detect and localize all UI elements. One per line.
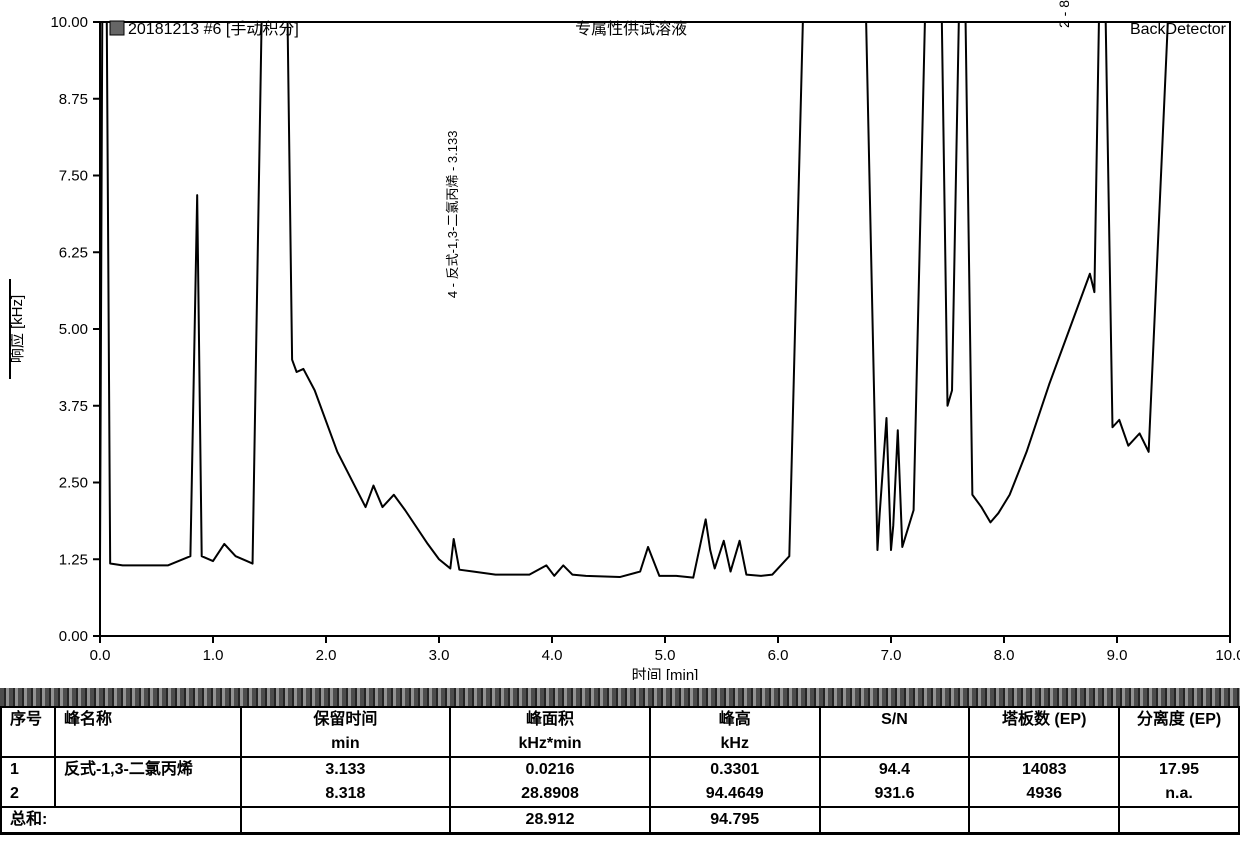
col-header-resol: 分离度 (EP)	[1119, 707, 1239, 732]
col-unit-no	[1, 732, 55, 757]
cell-no: 2	[1, 782, 55, 807]
col-header-plates: 塔板数 (EP)	[969, 707, 1119, 732]
cell-rt: 8.318	[241, 782, 451, 807]
col-header-rt: 保留时间	[241, 707, 451, 732]
total-row: 总和: 28.91294.795	[1, 807, 1239, 834]
cell-sn: 94.4	[820, 757, 970, 782]
col-unit-resol	[1119, 732, 1239, 757]
svg-text:9.0: 9.0	[1107, 647, 1128, 664]
col-unit-sn	[820, 732, 970, 757]
chromatogram-chart: 0.00 1.25 2.50 3.75 5.00 6.25 7.50 8.75 10.00 0.0…	[0, 0, 1240, 680]
svg-text:4 - 反式-1,3-二氯丙烯 - 3.133: 4 - 反式-1,3-二氯丙烯 - 3.133	[445, 131, 460, 299]
svg-text:BackDetector: BackDetector	[1130, 21, 1227, 38]
svg-text:5.0: 5.0	[655, 647, 676, 664]
svg-text:5.00: 5.00	[59, 321, 88, 338]
total-height: 94.795	[650, 807, 820, 834]
col-header-sn: S/N	[820, 707, 970, 732]
cell-resol: 17.95	[1119, 757, 1239, 782]
cell-sn: 931.6	[820, 782, 970, 807]
col-unit-name	[55, 732, 241, 757]
col-unit-area: kHz*min	[450, 732, 650, 757]
svg-text:8.0: 8.0	[994, 647, 1015, 664]
svg-text:7.0: 7.0	[881, 647, 902, 664]
svg-text:1.0: 1.0	[203, 647, 224, 664]
svg-text:10.0: 10.0	[1215, 647, 1240, 664]
col-unit-rt: min	[241, 732, 451, 757]
total-area: 28.912	[450, 807, 650, 834]
chart-svg: 0.00 1.25 2.50 3.75 5.00 6.25 7.50 8.75 10.00 0.0…	[0, 0, 1240, 680]
cell-no: 1	[1, 757, 55, 782]
results-table: 序号峰名称保留时间峰面积峰高S/N塔板数 (EP)分离度 (EP) minkHz*…	[0, 706, 1240, 835]
cell-resol: n.a.	[1119, 782, 1239, 807]
svg-text:3.0: 3.0	[429, 647, 450, 664]
svg-text:7.50: 7.50	[59, 168, 88, 185]
col-header-no: 序号	[1, 707, 55, 732]
svg-text:2.50: 2.50	[59, 475, 88, 492]
cell-plates: 14083	[969, 757, 1119, 782]
svg-text:2 - 8.318: 2 - 8.318	[1056, 0, 1072, 28]
svg-text:0.00: 0.00	[59, 628, 88, 645]
svg-text:专属性供试溶液: 专属性供试溶液	[575, 20, 687, 38]
svg-text:6.25: 6.25	[59, 244, 88, 261]
svg-text:10.00: 10.00	[50, 14, 88, 31]
total-label: 总和:	[1, 807, 241, 834]
col-header-area: 峰面积	[450, 707, 650, 732]
svg-text:1.25: 1.25	[59, 551, 88, 568]
col-unit-height: kHz	[650, 732, 820, 757]
cell-area: 0.0216	[450, 757, 650, 782]
cell-area: 28.8908	[450, 782, 650, 807]
cell-height: 0.3301	[650, 757, 820, 782]
col-header-height: 峰高	[650, 707, 820, 732]
results-table-wrap: 序号峰名称保留时间峰面积峰高S/N塔板数 (EP)分离度 (EP) minkHz*…	[0, 688, 1240, 835]
svg-text:8.75: 8.75	[59, 91, 88, 108]
svg-text:3.75: 3.75	[59, 398, 88, 415]
cell-name: 反式-1,3-二氯丙烯	[55, 757, 241, 782]
table-row: 1反式-1,3-二氯丙烯3.1330.02160.330194.41408317…	[1, 757, 1239, 782]
cell-plates: 4936	[969, 782, 1119, 807]
svg-text:0.0: 0.0	[90, 647, 111, 664]
svg-text:时间 [min]: 时间 [min]	[632, 667, 699, 680]
table-row: 2 8.31828.890894.4649931.64936n.a.	[1, 782, 1239, 807]
scan-noise-bar	[0, 688, 1240, 706]
col-header-name: 峰名称	[55, 707, 241, 732]
col-unit-plates	[969, 732, 1119, 757]
cell-name	[55, 782, 241, 807]
cell-height: 94.4649	[650, 782, 820, 807]
cell-rt: 3.133	[241, 757, 451, 782]
svg-text:4.0: 4.0	[542, 647, 563, 664]
svg-text:2.0: 2.0	[316, 647, 337, 664]
svg-text:6.0: 6.0	[768, 647, 789, 664]
